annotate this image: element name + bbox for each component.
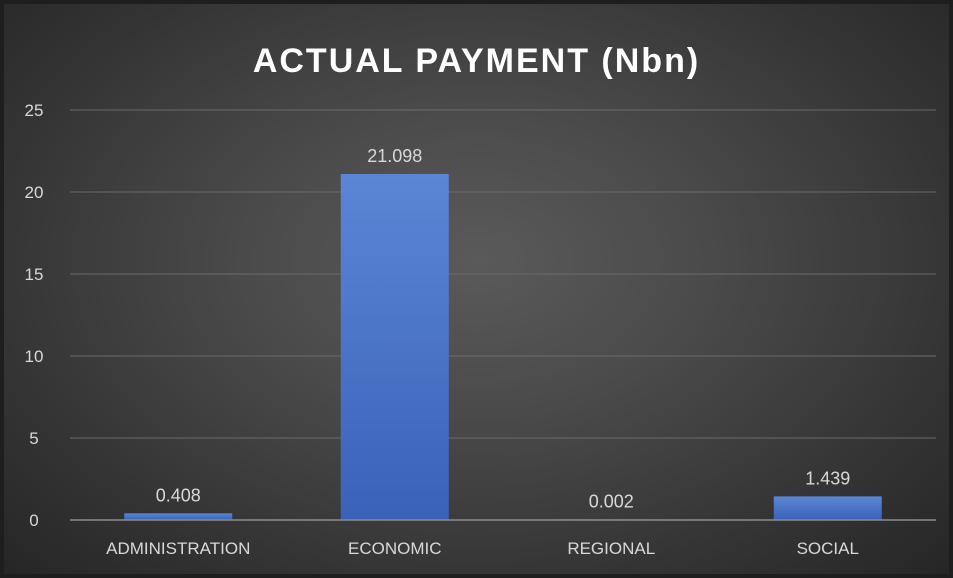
y-tick-label-0: 0 <box>29 511 38 530</box>
data-label-social: 1.439 <box>805 468 850 488</box>
bar-social <box>773 496 882 520</box>
x-tick-label-social: SOCIAL <box>797 539 859 558</box>
labels: 0 5 10 15 20 25 0.408 ADMINISTRATION 21.098 ECONO… <box>25 101 859 558</box>
bar-administration <box>124 513 233 520</box>
data-label-administration: 0.408 <box>156 485 201 505</box>
bar-economic <box>340 173 449 520</box>
gridlines <box>70 109 936 439</box>
data-label-regional: 0.002 <box>589 491 634 511</box>
x-tick-label-regional: REGIONAL <box>567 539 655 558</box>
x-tick-label-administration: ADMINISTRATION <box>106 539 250 558</box>
chart-title: ACTUAL PAYMENT (Nbn) <box>252 42 701 80</box>
chart-frame: ACTUAL PAYMENT (Nbn) 0 5 10 15 20 25 0.408 ADMI… <box>4 4 949 574</box>
bar-chart-plot: 0 5 10 15 20 25 0.408 ADMINISTRATION 21.098 ECONO… <box>25 101 936 558</box>
y-tick-label-25: 25 <box>25 101 44 120</box>
y-tick-label-5: 5 <box>29 429 38 448</box>
data-label-economic: 21.098 <box>367 146 422 166</box>
bars <box>124 173 882 520</box>
y-tick-label-20: 20 <box>25 183 44 202</box>
y-tick-label-10: 10 <box>25 347 44 366</box>
x-tick-label-economic: ECONOMIC <box>348 539 442 558</box>
y-tick-label-15: 15 <box>25 265 44 284</box>
